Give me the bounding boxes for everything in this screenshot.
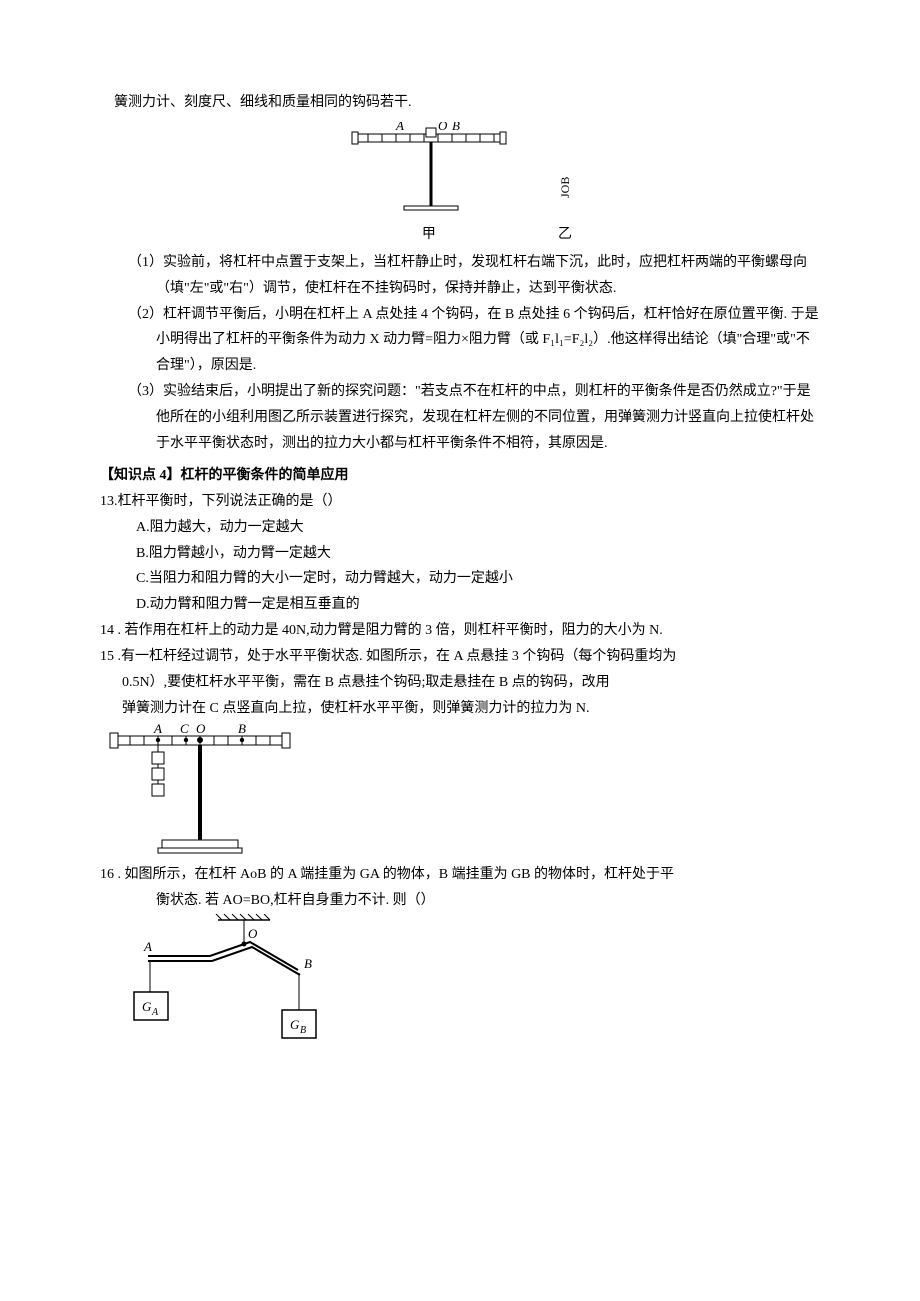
lever-diagram-1: A O B: [344, 122, 514, 222]
q15-l1: 15 .有一杠杆经过调节，处于水平平衡状态. 如图所示，在 A 点悬挂 3 个钩…: [100, 644, 820, 670]
figure-2-wrap: A C O B: [100, 722, 820, 862]
label-B: B: [452, 122, 460, 133]
figure-1-right: JOB 乙: [554, 152, 576, 248]
svg-text:O: O: [248, 926, 258, 941]
q14: 14 . 若作用在杠杆上的动力是 40N,动力臂是阻力臂的 3 倍，则杠杆平衡时…: [100, 618, 820, 644]
lever-diagram-3: G A G B A O B: [100, 914, 350, 1054]
q13-stem: 13.杠杆平衡时，下列说法正确的是（）: [100, 489, 820, 515]
q12-p3: （3）实验结束后，小明提出了新的探究问题："若支点不在杠杆的中点，则杠杆的平衡条…: [128, 384, 814, 451]
lever-diagram-2: A C O B: [100, 722, 300, 862]
label-O: O: [438, 122, 448, 133]
svg-text:B: B: [304, 956, 312, 971]
q12-p2-b: ，原因是.: [197, 358, 257, 373]
q12-part1: （1）实验前，将杠杆中点置于支架上，当杠杆静止时，发现杠杆右端下沉，此时，应把杠…: [128, 250, 820, 302]
intro-text: 簧测力计、刻度尺、细线和质量相同的钩码若干.: [114, 95, 412, 110]
svg-text:C: C: [180, 722, 189, 736]
q12-p1-suffix: 调节，使杠杆在不挂钩码时，保持并静止，达到平衡状态.: [263, 281, 617, 296]
figure-1-row: A O B 甲 JOB 乙: [100, 122, 820, 248]
q12-part2: （2）杠杆调节平衡后，小明在杠杆上 A 点处挂 4 个钩码，在 B 点处挂 6 …: [128, 302, 820, 380]
q13-optD: D.动力臂和阻力臂一定是相互垂直的: [136, 592, 820, 618]
q15-l3: 弹簧测力计在 C 点竖直向上拉，使杠杆水平平衡，则弹簧测力计的拉力为 N.: [122, 696, 820, 722]
svg-text:B: B: [300, 1025, 306, 1036]
intro-line: 簧测力计、刻度尺、细线和质量相同的钩码若干.: [114, 90, 820, 116]
figure-3-wrap: G A G B A O B: [100, 914, 820, 1054]
q16-l2: 衡状态. 若 AO=BO,杠杆自身重力不计. 则（）: [156, 888, 820, 914]
q16-l1: 16 . 如图所示，在杠杆 AoB 的 A 端挂重为 GA 的物体，B 端挂重为…: [100, 862, 820, 888]
svg-text:A: A: [153, 722, 162, 736]
label-A: A: [395, 122, 404, 133]
q13-optA: A.阻力越大，动力一定越大: [136, 515, 820, 541]
svg-text:B: B: [238, 722, 246, 736]
fig1-caption-left: 甲: [344, 222, 514, 248]
fig1-side-text: JOB: [554, 152, 576, 222]
fig1-caption-right: 乙: [558, 222, 572, 248]
knowledge-point-4: 【知识点 4】杠杆的平衡条件的简单应用: [100, 463, 820, 489]
q13-optB: B.阻力臂越小，动力臂一定越大: [136, 541, 820, 567]
q12-p1-hint: （填"左"或"右"）: [156, 281, 263, 296]
svg-text:O: O: [196, 722, 206, 736]
q15-l2: 0.5N）,要使杠杆水平平衡，需在 B 点悬挂个钩码;取走悬挂在 B 点的钩码，…: [122, 670, 820, 696]
figure-1-left: A O B 甲: [344, 122, 514, 248]
svg-text:A: A: [151, 1007, 159, 1018]
q13-optC: C.当阻力和阻力臂的大小一定时，动力臂越大，动力一定越小: [136, 566, 820, 592]
svg-text:G: G: [290, 1017, 300, 1032]
q12-part3: （3）实验结束后，小明提出了新的探究问题："若支点不在杠杆的中点，则杠杆的平衡条…: [128, 379, 820, 457]
q12-p1-prefix: （1）实验前，将杠杆中点置于支架上，当杠杆静止时，发现杠杆右端下沉，此时，应把杠…: [128, 255, 807, 270]
svg-text:A: A: [143, 939, 152, 954]
svg-text:G: G: [142, 999, 152, 1014]
